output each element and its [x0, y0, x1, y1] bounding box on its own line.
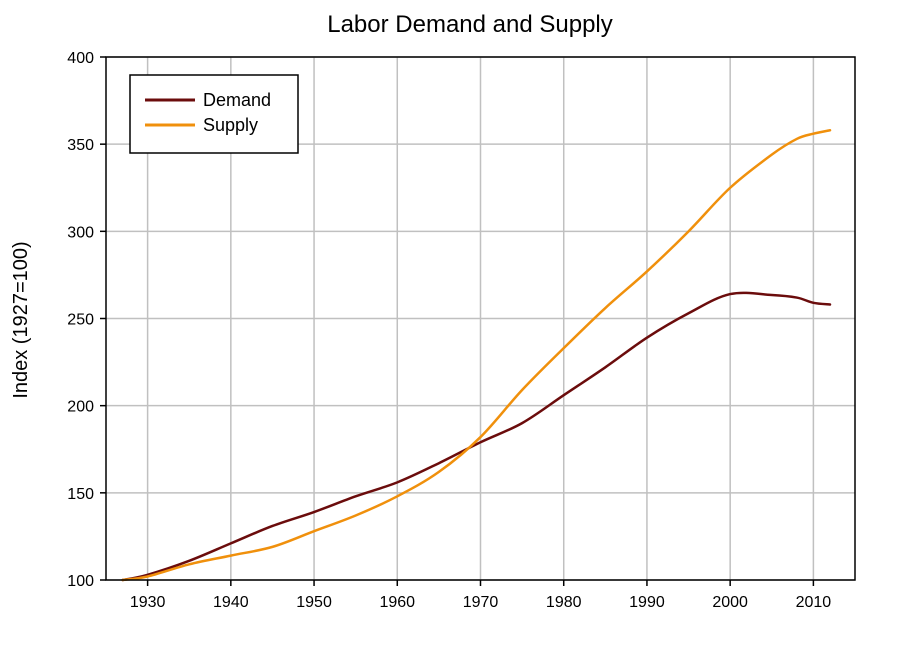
- x-axis: 1930 1940 1950 1960 1970 1980 1990 2000 2010: [130, 580, 831, 611]
- y-tick-label: 150: [67, 486, 94, 503]
- x-tick-label: 1980: [546, 594, 582, 611]
- legend-entry-demand: Demand: [145, 90, 271, 110]
- chart-title: Labor Demand and Supply: [327, 11, 613, 38]
- y-tick-label: 400: [67, 50, 94, 67]
- legend-label-demand: Demand: [203, 90, 271, 110]
- x-tick-label: 1990: [629, 594, 665, 611]
- y-tick-label: 250: [67, 312, 94, 329]
- legend: Demand Supply: [129, 74, 299, 154]
- y-tick-label: 200: [67, 399, 94, 416]
- y-tick-label: 350: [67, 137, 94, 154]
- y-tick-label: 100: [67, 573, 94, 590]
- x-tick-label: 1970: [463, 594, 499, 611]
- series-line-demand: [121, 291, 832, 582]
- y-axis-label: Index (1927=100): [10, 241, 32, 398]
- y-tick-label: 300: [67, 224, 94, 241]
- x-tick-label: 2010: [796, 594, 832, 611]
- y-axis: 100 150 200 250 300 350 400: [67, 50, 106, 590]
- x-tick-label: 1950: [296, 594, 332, 611]
- legend-label-supply: Supply: [203, 115, 258, 135]
- x-tick-label: 1960: [379, 594, 415, 611]
- series-line-supply: [121, 128, 832, 582]
- legend-box: [129, 74, 299, 154]
- series-lines: [121, 128, 832, 582]
- x-tick-label: 1940: [213, 594, 249, 611]
- legend-entry-supply: Supply: [145, 115, 258, 135]
- x-tick-label: 1930: [130, 594, 166, 611]
- x-tick-label: 2000: [712, 594, 748, 611]
